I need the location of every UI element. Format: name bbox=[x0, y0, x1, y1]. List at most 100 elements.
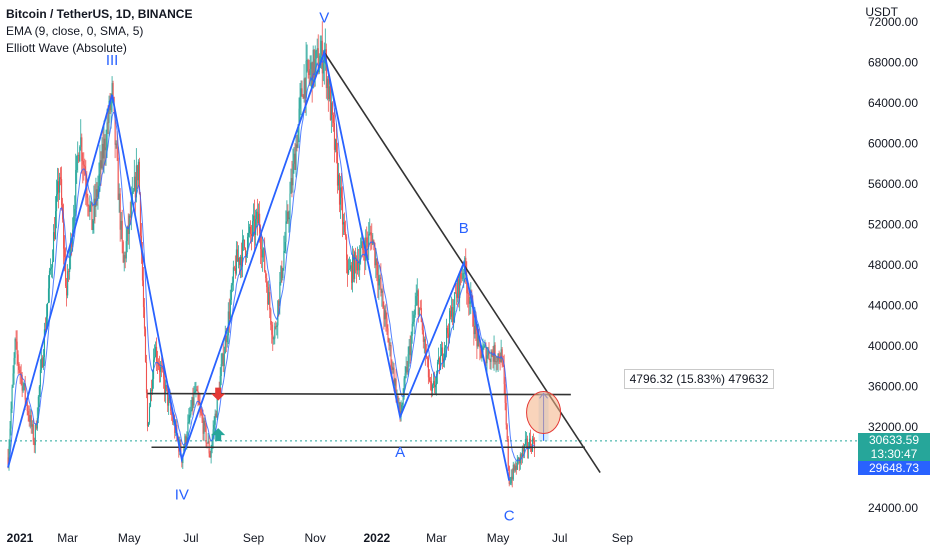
candle-body bbox=[197, 391, 199, 400]
candle-body bbox=[220, 364, 222, 377]
candle-body bbox=[32, 424, 34, 442]
symbol-title[interactable]: Bitcoin / TetherUS, 1D, BINANCE bbox=[6, 7, 193, 21]
candle-body bbox=[494, 344, 496, 362]
y-tick-label: 48000.00 bbox=[868, 258, 918, 272]
candle-body bbox=[496, 361, 498, 363]
candle-body bbox=[467, 293, 469, 294]
candle-body bbox=[342, 222, 345, 225]
candle-body bbox=[310, 62, 312, 70]
candle-body bbox=[167, 388, 169, 406]
candle-body bbox=[59, 177, 61, 193]
elliott-wave-indicator-label[interactable]: Elliott Wave (Absolute) bbox=[6, 41, 127, 55]
candle-body bbox=[463, 273, 465, 274]
candle-body bbox=[328, 86, 330, 100]
candle-body bbox=[240, 256, 243, 267]
candle-body bbox=[308, 70, 310, 76]
candle-body bbox=[215, 413, 217, 418]
ema-indicator-label[interactable]: EMA (9, close, 0, SMA, 5) bbox=[6, 24, 144, 38]
candle-body bbox=[294, 153, 296, 170]
candle-body bbox=[38, 386, 40, 397]
resistance-line[interactable] bbox=[147, 392, 571, 396]
elliott-wave-path[interactable] bbox=[7, 49, 511, 481]
candle-body bbox=[427, 357, 429, 378]
candle-body bbox=[82, 160, 84, 165]
candle-body bbox=[416, 290, 418, 297]
candle-body bbox=[189, 414, 191, 416]
candle-body bbox=[369, 232, 371, 234]
candle-body bbox=[356, 258, 358, 271]
candle-body bbox=[230, 285, 232, 300]
arrow-up-icon[interactable] bbox=[211, 428, 226, 442]
candle-body bbox=[274, 326, 276, 339]
price-range-measure-label[interactable]: 4796.32 (15.83%) 479632 bbox=[624, 369, 774, 389]
arrow-down-icon[interactable] bbox=[211, 387, 226, 401]
candle-body bbox=[433, 381, 436, 388]
candle-body bbox=[252, 221, 254, 237]
candle-body bbox=[137, 161, 139, 181]
candle-body bbox=[449, 310, 451, 338]
candle-body bbox=[23, 383, 25, 387]
candle-body bbox=[100, 160, 102, 169]
candle-body bbox=[67, 271, 69, 296]
candle-body bbox=[74, 208, 76, 217]
candle-body bbox=[262, 250, 264, 258]
candle-body bbox=[499, 359, 501, 363]
candle-body bbox=[125, 241, 127, 259]
bar-countdown-tag: 13:30:47 bbox=[858, 447, 930, 461]
candle-body bbox=[143, 307, 146, 329]
candle-body bbox=[458, 279, 460, 299]
candle-body bbox=[265, 271, 267, 279]
candle-body bbox=[353, 254, 355, 279]
candle-body bbox=[42, 356, 44, 368]
candle-body bbox=[105, 147, 107, 151]
candle-body bbox=[269, 292, 271, 310]
candle-body bbox=[368, 233, 370, 247]
candle-body bbox=[54, 211, 57, 239]
candle-body bbox=[384, 310, 386, 320]
candle-body bbox=[141, 252, 143, 281]
candle-body bbox=[258, 213, 260, 224]
candle-body bbox=[445, 345, 447, 348]
candle-body bbox=[226, 335, 228, 343]
candle-body bbox=[61, 179, 63, 205]
candle-body bbox=[124, 255, 126, 259]
candle-body bbox=[401, 404, 403, 411]
candle-body bbox=[460, 273, 462, 279]
candle-body bbox=[314, 58, 316, 78]
candle-body bbox=[386, 318, 388, 329]
candle-body bbox=[325, 49, 327, 89]
candle-body bbox=[98, 173, 100, 186]
candle-body bbox=[447, 328, 449, 334]
candle-body bbox=[237, 257, 239, 262]
candle-body bbox=[24, 383, 26, 400]
candle-body bbox=[326, 78, 328, 89]
candle-body bbox=[466, 274, 468, 294]
candle-body bbox=[407, 354, 409, 373]
x-tick-label: Mar bbox=[426, 531, 447, 545]
candle-body bbox=[107, 122, 109, 124]
candle-body bbox=[60, 177, 62, 180]
candle-body bbox=[206, 442, 208, 444]
candle-body bbox=[15, 339, 17, 342]
candle-body bbox=[345, 232, 347, 237]
x-tick-label: May bbox=[487, 531, 510, 545]
ema-line[interactable] bbox=[7, 56, 535, 466]
candle-body bbox=[37, 396, 39, 419]
candle-body bbox=[146, 393, 149, 427]
highlight-ellipse[interactable] bbox=[526, 391, 562, 435]
candle-body bbox=[135, 165, 137, 198]
candle-body bbox=[455, 292, 457, 294]
candle-body bbox=[347, 260, 349, 274]
candle-body bbox=[317, 48, 319, 73]
candle-body bbox=[529, 438, 532, 449]
candle-body bbox=[376, 258, 378, 276]
candle-body bbox=[96, 189, 98, 197]
candle-body bbox=[256, 211, 258, 220]
candle-body bbox=[117, 157, 119, 200]
candle-body bbox=[228, 311, 230, 319]
candle-body bbox=[506, 424, 508, 440]
candle-body bbox=[180, 442, 182, 456]
candle-body bbox=[474, 319, 476, 335]
candle-body bbox=[456, 293, 458, 298]
